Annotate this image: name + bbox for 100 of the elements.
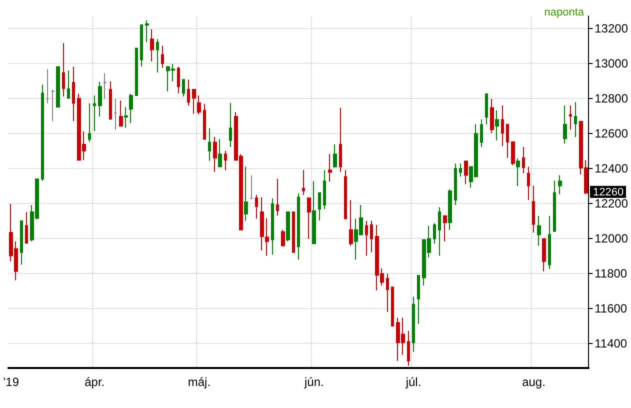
candlestick <box>438 206 441 256</box>
y-tick-label: 12800 <box>594 91 628 106</box>
candlestick <box>208 128 211 162</box>
y-tick-label: 11800 <box>594 266 628 280</box>
candlestick <box>548 215 551 270</box>
candlestick <box>25 211 28 244</box>
candlestick <box>281 229 285 246</box>
candlestick <box>177 66 180 94</box>
candlestick <box>302 170 305 196</box>
candlestick <box>255 194 258 220</box>
candlestick <box>312 180 316 244</box>
y-tick-label: 12400 <box>594 161 628 176</box>
x-tick-label: júl. <box>404 375 422 389</box>
candlestick <box>67 70 70 99</box>
candlestick <box>349 200 353 246</box>
x-tick-label: aug. <box>522 375 546 389</box>
candlestick <box>72 66 75 122</box>
x-tick-label: ápr. <box>84 375 105 389</box>
candlestick <box>145 20 149 43</box>
candlestick <box>527 166 530 201</box>
candlestick <box>522 146 525 174</box>
chart-subtitle: naponta <box>544 6 585 18</box>
candlestick <box>62 42 65 98</box>
y-tick-label: 12000 <box>594 231 628 246</box>
candlestick <box>318 192 321 222</box>
y-tick-label: 12200 <box>594 196 628 210</box>
candlestick <box>213 136 217 172</box>
candlestick <box>339 107 342 172</box>
x-tick-label: máj. <box>188 375 211 389</box>
candlestick <box>485 93 488 125</box>
candlestick <box>323 170 326 210</box>
candlestick <box>229 102 232 148</box>
candlestick <box>448 188 452 230</box>
candlestick <box>391 286 394 326</box>
candlestick <box>20 220 23 266</box>
candlestick <box>495 110 499 141</box>
candlestick <box>344 170 347 220</box>
y-tick-label: 11600 <box>594 301 628 316</box>
candlestick <box>119 100 123 126</box>
candlestick <box>328 154 332 182</box>
candlestick <box>454 162 457 206</box>
candlestick <box>297 192 300 260</box>
candlestick <box>542 238 546 272</box>
candlestick <box>203 103 206 140</box>
candlestick <box>129 93 133 124</box>
candlestick <box>41 84 44 182</box>
candlestick <box>480 119 483 148</box>
candlestick <box>224 150 227 171</box>
candlestick <box>417 275 420 324</box>
candlestick <box>292 211 295 253</box>
candlestick <box>532 185 535 233</box>
candlestick <box>516 158 520 187</box>
candlestick <box>412 296 415 352</box>
candlestick <box>187 79 190 106</box>
candlestick <box>537 215 541 246</box>
candlestick <box>51 89 55 122</box>
candlestick <box>98 82 102 118</box>
candlestick <box>140 24 143 67</box>
candlestick <box>103 72 107 100</box>
candlestick <box>307 197 311 240</box>
candlestick <box>109 80 112 120</box>
candlestick <box>161 45 164 69</box>
candlestick <box>333 144 337 168</box>
candlestick <box>370 220 373 253</box>
candlestick <box>464 160 468 185</box>
candlestick <box>490 98 494 134</box>
candlestick <box>46 68 49 104</box>
candlestick <box>156 38 159 73</box>
candlestick <box>271 198 274 256</box>
candlestick <box>365 220 368 256</box>
candlestick <box>182 79 185 98</box>
candlestick <box>563 104 567 144</box>
candlestick <box>459 162 462 178</box>
candlestick <box>135 48 138 96</box>
candlestick <box>433 222 436 244</box>
candlestick <box>244 166 248 222</box>
x-tick-label: ’19 <box>2 375 20 389</box>
y-tick-label: 13200 <box>594 21 628 36</box>
candlestick <box>114 98 117 130</box>
candlestick <box>124 106 128 128</box>
candlestick <box>197 95 201 115</box>
candlestick <box>558 174 562 195</box>
candlestick <box>511 141 515 166</box>
candlestick <box>192 89 196 114</box>
candlestick <box>93 95 96 132</box>
y-tick-label: 13000 <box>594 56 628 70</box>
text: 12260 <box>593 186 624 198</box>
candlestick <box>574 102 577 138</box>
candlestick <box>88 102 91 142</box>
candlestick <box>250 174 253 200</box>
candlestick <box>553 180 556 232</box>
candlestick <box>386 273 389 312</box>
candlestick <box>506 124 509 158</box>
candlestick <box>443 215 447 242</box>
candlestick <box>569 104 572 130</box>
candlestick <box>150 28 154 62</box>
y-tick-label: 12600 <box>594 126 628 140</box>
candlestick <box>56 66 60 108</box>
candlestick <box>286 211 290 242</box>
candlestick <box>276 178 279 216</box>
